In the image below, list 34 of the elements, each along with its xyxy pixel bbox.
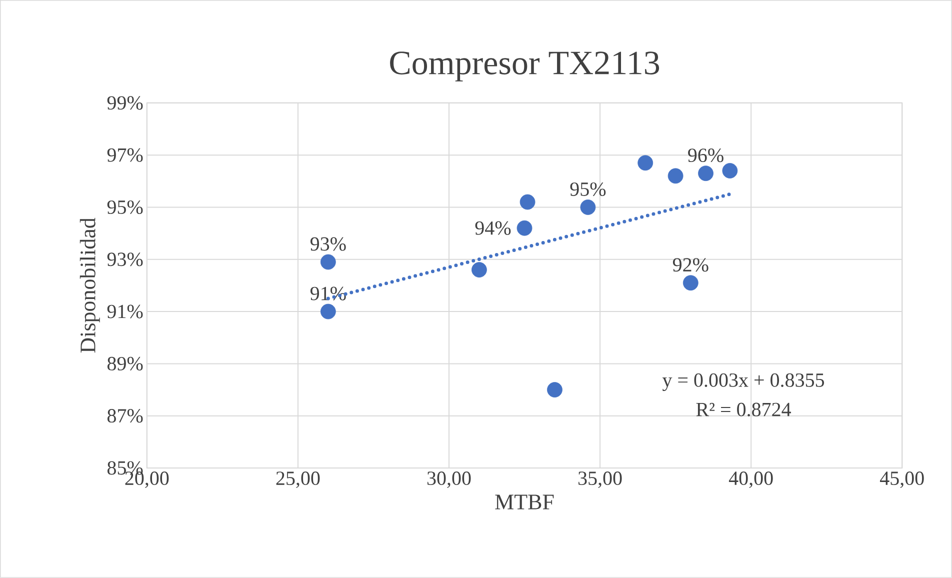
y-tick-label: 99%	[107, 96, 143, 110]
annotation: y = 0.003x + 0.8355	[662, 373, 824, 392]
point	[722, 163, 738, 178]
data-label: 94%	[475, 221, 511, 235]
x-axis-title: MTBF	[495, 494, 554, 510]
point	[320, 254, 336, 270]
data-label: 93%	[310, 237, 346, 251]
point	[547, 382, 562, 398]
y-tick-label: 89%	[108, 356, 143, 371]
data-label: 95%	[570, 182, 606, 196]
y-tick-label: 93%	[107, 252, 143, 266]
y-tick-label: 91%	[107, 304, 143, 318]
point	[668, 168, 684, 184]
x-tick-label: 35,00	[578, 472, 622, 488]
point	[580, 200, 596, 215]
chart-title: Compresor TX2113	[390, 52, 660, 82]
y-tick-label: 95%	[107, 200, 143, 214]
point	[638, 155, 654, 171]
point	[520, 194, 536, 210]
x-tick-label: 25,00	[276, 472, 320, 488]
x-tick-label: 40,00	[728, 472, 773, 488]
y-tick-label: 87%	[108, 409, 143, 423]
point	[682, 275, 698, 291]
x-tick-label: 30,00	[427, 472, 471, 488]
data-label: 96%	[688, 148, 724, 162]
point	[472, 262, 487, 278]
data-label: 92%	[672, 258, 708, 272]
point	[698, 166, 714, 182]
annotation: R² = 0.8724	[696, 402, 792, 416]
y-tick-label: 97%	[107, 148, 143, 162]
point	[320, 304, 336, 320]
x-tick-label: 45,00	[880, 472, 924, 488]
point	[516, 220, 532, 236]
y-axis-title: Disponobilidad	[80, 218, 100, 353]
